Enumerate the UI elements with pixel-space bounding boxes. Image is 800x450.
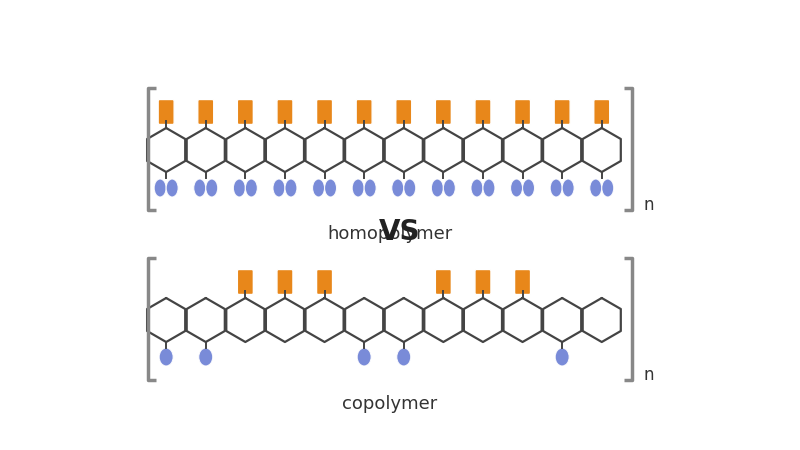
Ellipse shape (443, 179, 455, 197)
Ellipse shape (285, 179, 297, 197)
FancyBboxPatch shape (594, 99, 610, 125)
FancyBboxPatch shape (317, 270, 333, 294)
Ellipse shape (555, 348, 569, 366)
Ellipse shape (352, 179, 364, 197)
Ellipse shape (404, 179, 416, 197)
Ellipse shape (246, 179, 258, 197)
FancyBboxPatch shape (238, 99, 254, 125)
FancyBboxPatch shape (514, 99, 530, 125)
Ellipse shape (471, 179, 483, 197)
FancyBboxPatch shape (475, 270, 491, 294)
Ellipse shape (483, 179, 495, 197)
FancyBboxPatch shape (317, 99, 333, 125)
Ellipse shape (510, 179, 522, 197)
FancyBboxPatch shape (198, 99, 214, 125)
FancyBboxPatch shape (238, 270, 254, 294)
Ellipse shape (590, 179, 602, 197)
Text: n: n (644, 366, 654, 384)
Ellipse shape (550, 179, 562, 197)
Ellipse shape (397, 348, 410, 366)
Text: homopolymer: homopolymer (327, 225, 453, 243)
FancyBboxPatch shape (435, 270, 451, 294)
Ellipse shape (392, 179, 404, 197)
Ellipse shape (234, 179, 246, 197)
Ellipse shape (364, 179, 376, 197)
FancyBboxPatch shape (554, 99, 570, 125)
Text: VS: VS (379, 218, 421, 246)
FancyBboxPatch shape (514, 270, 530, 294)
FancyBboxPatch shape (277, 99, 293, 125)
Ellipse shape (431, 179, 443, 197)
Ellipse shape (602, 179, 614, 197)
Ellipse shape (154, 179, 166, 197)
Ellipse shape (194, 179, 206, 197)
Text: copolymer: copolymer (342, 395, 438, 413)
Ellipse shape (522, 179, 534, 197)
FancyBboxPatch shape (158, 99, 174, 125)
Ellipse shape (159, 348, 173, 366)
FancyBboxPatch shape (277, 270, 293, 294)
Ellipse shape (206, 179, 218, 197)
Ellipse shape (357, 348, 371, 366)
Ellipse shape (273, 179, 285, 197)
Text: n: n (644, 196, 654, 214)
FancyBboxPatch shape (435, 99, 451, 125)
Ellipse shape (325, 179, 337, 197)
FancyBboxPatch shape (475, 99, 491, 125)
Ellipse shape (198, 348, 213, 366)
FancyBboxPatch shape (356, 99, 372, 125)
FancyBboxPatch shape (396, 99, 412, 125)
Ellipse shape (166, 179, 178, 197)
Ellipse shape (313, 179, 325, 197)
Ellipse shape (562, 179, 574, 197)
